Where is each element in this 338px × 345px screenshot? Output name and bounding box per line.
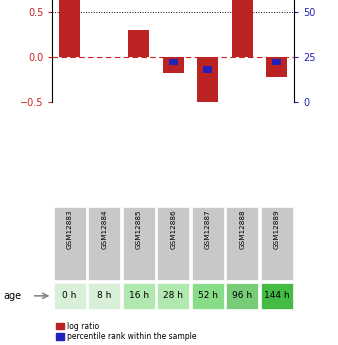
Text: 28 h: 28 h <box>163 291 183 300</box>
Text: GSM12885: GSM12885 <box>136 209 142 249</box>
Bar <box>203 66 212 72</box>
Text: 52 h: 52 h <box>198 291 218 300</box>
Bar <box>88 207 120 280</box>
Text: 8 h: 8 h <box>97 291 111 300</box>
Bar <box>128 30 149 57</box>
Bar <box>226 207 258 280</box>
Bar <box>169 59 178 66</box>
Text: GSM12889: GSM12889 <box>274 209 280 249</box>
Legend: log ratio, percentile rank within the sample: log ratio, percentile rank within the sa… <box>56 322 196 341</box>
Bar <box>232 0 252 57</box>
Bar <box>266 57 287 77</box>
Text: GSM12886: GSM12886 <box>170 209 176 249</box>
Bar <box>197 57 218 104</box>
Bar <box>54 283 86 309</box>
Bar <box>123 207 155 280</box>
Bar <box>272 59 282 66</box>
Bar <box>59 0 80 57</box>
Bar <box>157 283 189 309</box>
Text: GSM12884: GSM12884 <box>101 209 107 249</box>
Bar <box>192 283 224 309</box>
Text: 144 h: 144 h <box>264 291 290 300</box>
Text: GSM12887: GSM12887 <box>205 209 211 249</box>
Bar <box>261 207 293 280</box>
Text: age: age <box>3 291 22 301</box>
Bar <box>261 283 293 309</box>
Bar <box>192 207 224 280</box>
Bar <box>54 207 86 280</box>
Bar <box>226 283 258 309</box>
Text: GSM12888: GSM12888 <box>239 209 245 249</box>
Text: 96 h: 96 h <box>232 291 252 300</box>
Bar <box>123 283 155 309</box>
Bar <box>157 207 189 280</box>
Text: 0 h: 0 h <box>63 291 77 300</box>
Bar <box>88 283 120 309</box>
Text: GSM12883: GSM12883 <box>67 209 73 249</box>
Bar <box>163 57 184 73</box>
Text: 16 h: 16 h <box>129 291 149 300</box>
